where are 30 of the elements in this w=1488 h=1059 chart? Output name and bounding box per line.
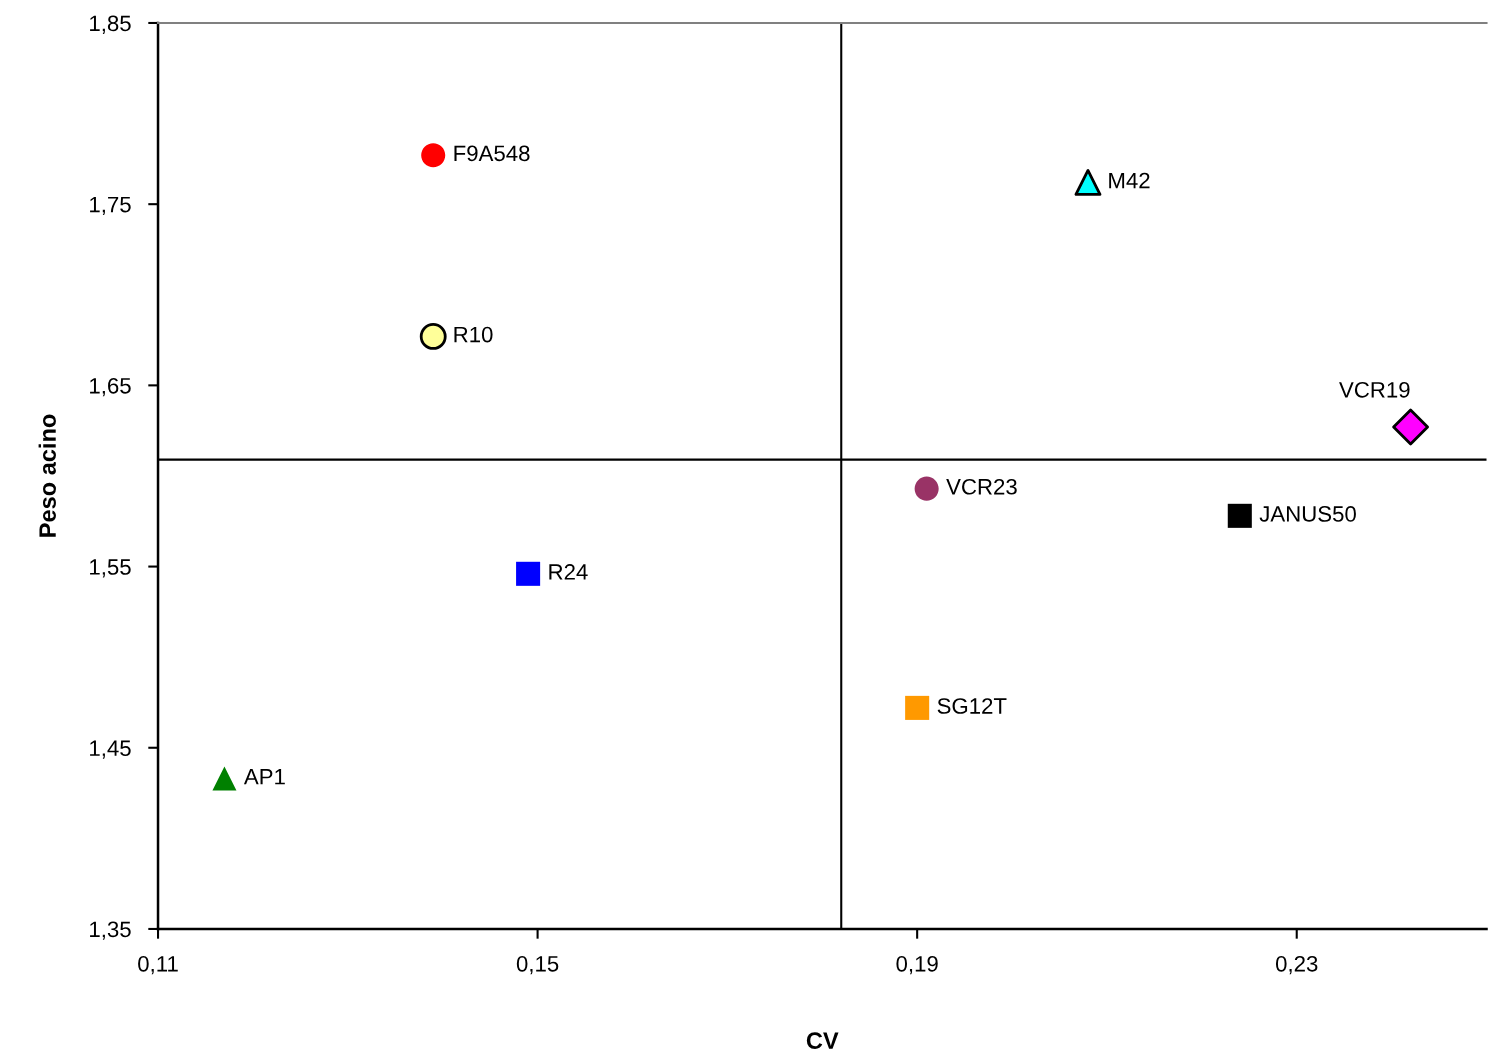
x-tick-label: 0,23 <box>1275 955 1318 975</box>
x-axis-title: CV <box>806 1032 839 1049</box>
series-label: VCR19 <box>1339 381 1410 398</box>
series-label: VCR23 <box>946 478 1017 495</box>
series-label: JANUS50 <box>1259 506 1356 522</box>
point <box>421 143 446 168</box>
point <box>905 695 930 720</box>
y-tick-label: 1,55 <box>90 559 131 578</box>
point <box>516 561 541 586</box>
y-tick-label: 1,35 <box>90 921 131 940</box>
point <box>1392 408 1429 446</box>
y-tick-label: 1,75 <box>90 196 131 216</box>
point <box>914 476 939 501</box>
x-tick-label: 0,15 <box>516 955 559 975</box>
point <box>1227 503 1252 528</box>
series-label: SG12T <box>937 698 1007 714</box>
y-tick-label: 1,85 <box>90 15 131 34</box>
y-tick-label: 1,65 <box>90 377 131 397</box>
y-tick-label: 1,45 <box>90 740 131 759</box>
series-label: F9A548 <box>454 145 530 162</box>
series-label: R10 <box>454 326 493 343</box>
point <box>212 766 237 791</box>
x-tick-label: 0,19 <box>896 955 938 975</box>
x-tick-label: 0,11 <box>138 955 178 975</box>
series-label: M42 <box>1109 172 1150 189</box>
y-axis-title: Peso acino <box>38 414 56 537</box>
series-label: R24 <box>549 564 588 580</box>
point <box>1074 169 1102 196</box>
series-label: AP1 <box>243 769 285 785</box>
point <box>419 323 447 350</box>
